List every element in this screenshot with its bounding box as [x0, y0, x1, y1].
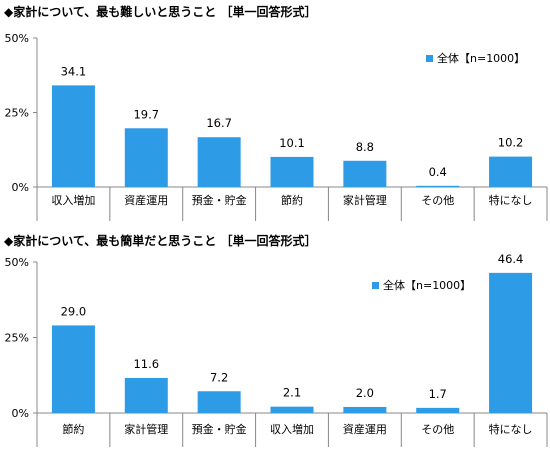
- chart-1: 0% 25% 50% 34.1 収入増加 19.7 資産運用 16.7 預金・貯金 10.1 節約 8…: [5, 32, 548, 221]
- y-tick-label: 50%: [5, 256, 29, 269]
- y-tick-label: 50%: [5, 32, 29, 45]
- data-label: 34.1: [61, 64, 87, 78]
- data-label: 10.2: [498, 136, 524, 150]
- y-tick-label: 25%: [5, 332, 29, 345]
- data-label: 2.0: [356, 386, 374, 400]
- bar: [197, 391, 241, 413]
- bar: [124, 128, 168, 187]
- y-tick-label: 25%: [5, 107, 29, 120]
- category-label: 資産運用: [343, 423, 387, 436]
- category-label: 預金・貯金: [192, 422, 247, 436]
- data-label: 29.0: [61, 304, 87, 318]
- data-label: 2.1: [283, 386, 301, 400]
- bar: [343, 406, 387, 413]
- data-label: 11.6: [133, 357, 159, 371]
- category-label: 特になし: [489, 193, 533, 207]
- category-label: 預金・貯金: [192, 193, 247, 207]
- category-label: その他: [421, 194, 454, 207]
- legend-swatch: [372, 282, 379, 289]
- category-label: 家計管理: [343, 193, 387, 207]
- legend-label: 全体【n=1000】: [383, 278, 471, 292]
- bar: [197, 137, 241, 187]
- bar: [270, 156, 314, 187]
- y-tick-label: 0%: [12, 407, 29, 420]
- data-label: 0.4: [429, 165, 447, 179]
- category-label: 家計管理: [124, 422, 168, 436]
- y-tick-label: 0%: [12, 181, 29, 194]
- data-label: 19.7: [133, 107, 159, 121]
- data-label: 8.8: [356, 140, 374, 154]
- bar: [489, 156, 533, 187]
- bar: [51, 325, 95, 413]
- bar: [489, 272, 533, 413]
- category-label: その他: [421, 423, 454, 436]
- bar: [124, 377, 168, 413]
- bar: [416, 185, 460, 187]
- bar: [343, 160, 387, 187]
- data-label: 7.2: [210, 370, 228, 384]
- data-label: 46.4: [498, 252, 524, 266]
- category-label: 資産運用: [124, 194, 168, 207]
- data-label: 1.7: [429, 387, 447, 401]
- category-label: 収入増加: [51, 194, 95, 207]
- data-label: 16.7: [206, 116, 232, 130]
- chart-1-title: ◆家計について、最も難しいと思うこと ［単一回答形式］: [4, 5, 317, 19]
- bar: [270, 406, 314, 413]
- category-label: 節約: [281, 193, 303, 207]
- bar: [51, 85, 95, 187]
- legend-swatch: [426, 55, 433, 62]
- category-label: 特になし: [489, 422, 533, 436]
- category-label: 収入増加: [270, 423, 314, 436]
- data-label: 10.1: [279, 136, 305, 150]
- legend-label: 全体【n=1000】: [437, 51, 525, 65]
- bar: [416, 407, 460, 413]
- category-label: 節約: [62, 422, 84, 436]
- chart-2-title: ◆家計について、最も簡単だと思うこと ［単一回答形式］: [4, 234, 317, 248]
